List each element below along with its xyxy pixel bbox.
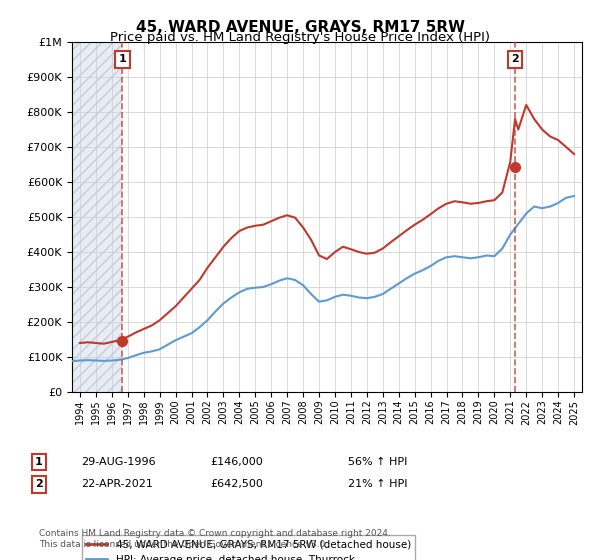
- Text: 21% ↑ HPI: 21% ↑ HPI: [348, 479, 407, 489]
- Text: 2: 2: [511, 54, 519, 64]
- Text: 56% ↑ HPI: 56% ↑ HPI: [348, 457, 407, 467]
- Text: 1: 1: [118, 54, 126, 64]
- Text: £146,000: £146,000: [210, 457, 263, 467]
- Text: 1: 1: [35, 457, 43, 467]
- Text: 2: 2: [35, 479, 43, 489]
- Text: 45, WARD AVENUE, GRAYS, RM17 5RW: 45, WARD AVENUE, GRAYS, RM17 5RW: [136, 20, 464, 35]
- Legend: 45, WARD AVENUE, GRAYS, RM17 5RW (detached house), HPI: Average price, detached : 45, WARD AVENUE, GRAYS, RM17 5RW (detach…: [82, 535, 415, 560]
- Bar: [72, 42, 122, 392]
- Text: 22-APR-2021: 22-APR-2021: [81, 479, 153, 489]
- Text: Price paid vs. HM Land Registry's House Price Index (HPI): Price paid vs. HM Land Registry's House …: [110, 31, 490, 44]
- Text: £642,500: £642,500: [210, 479, 263, 489]
- Text: 29-AUG-1996: 29-AUG-1996: [81, 457, 155, 467]
- Text: Contains HM Land Registry data © Crown copyright and database right 2024.
This d: Contains HM Land Registry data © Crown c…: [39, 529, 391, 549]
